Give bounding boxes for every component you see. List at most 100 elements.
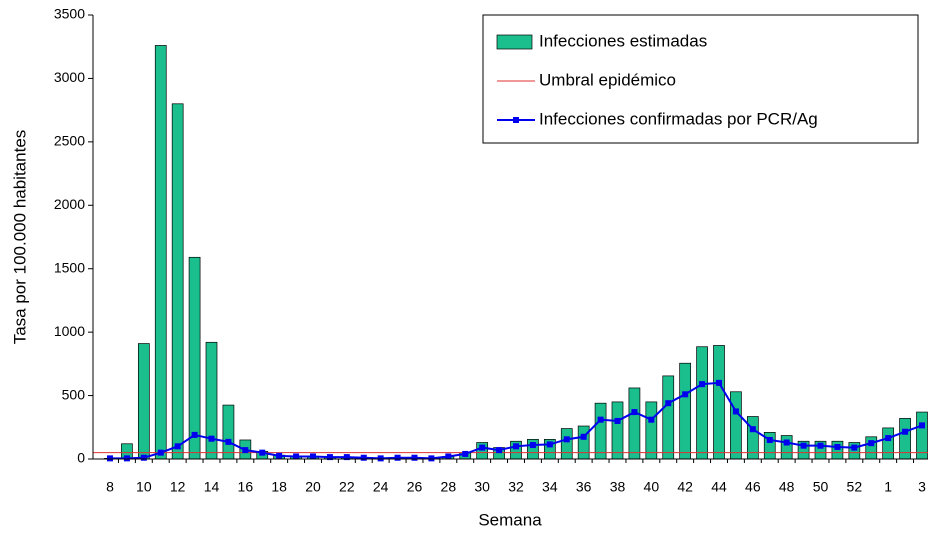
line-marker	[597, 416, 604, 423]
bar	[577, 425, 590, 460]
bar	[611, 401, 624, 460]
line-marker	[614, 417, 621, 424]
legend: Infecciones estimadas Umbral epidémico Inf…	[482, 14, 919, 144]
line-marker	[411, 454, 418, 461]
x-tick-label: 10	[136, 479, 152, 495]
x-tick-label: 40	[644, 479, 660, 495]
y-tick-label: 2000	[54, 196, 85, 212]
x-tick-label: 14	[204, 479, 220, 495]
line-marker	[665, 400, 672, 407]
line-marker	[648, 416, 655, 423]
line-marker	[428, 455, 435, 462]
x-tick-label: 28	[441, 479, 457, 495]
x-tick-label: 38	[610, 479, 626, 495]
line-marker	[208, 435, 215, 442]
x-tick-label: 18	[271, 479, 287, 495]
y-tick-label: 1500	[54, 259, 85, 275]
legend-label: Umbral epidémico	[539, 70, 676, 89]
line-marker	[377, 455, 384, 462]
line-marker	[766, 436, 773, 443]
line-marker	[563, 436, 570, 443]
bar	[831, 440, 844, 460]
bar	[645, 401, 658, 460]
line-marker	[834, 443, 841, 450]
bar	[730, 391, 742, 460]
line-marker	[174, 443, 181, 450]
line-marker	[343, 454, 350, 461]
line-marker	[783, 439, 790, 446]
bar	[916, 411, 928, 460]
bar	[713, 345, 725, 460]
line-marker	[394, 454, 401, 461]
line-marker	[123, 455, 130, 462]
x-tick-label: 1	[884, 479, 892, 495]
line-marker	[326, 454, 333, 461]
bar	[594, 402, 607, 460]
line-marker	[360, 454, 367, 461]
legend-label: Infecciones estimadas	[539, 31, 707, 50]
line-marker	[699, 381, 706, 388]
line-marker	[225, 438, 232, 445]
x-tick-label: 50	[813, 479, 829, 495]
y-tick-label: 1000	[54, 323, 85, 339]
x-tick-label: 48	[779, 479, 795, 495]
x-tick-label: 24	[373, 479, 389, 495]
bar	[560, 428, 573, 460]
line-marker	[546, 441, 553, 448]
line-marker	[919, 422, 925, 429]
x-tick-label: 32	[508, 479, 524, 495]
line-marker	[242, 447, 249, 454]
bar	[222, 404, 235, 460]
line-marker	[107, 455, 113, 462]
x-tick-label: 3	[918, 479, 926, 495]
x-tick-label: 46	[745, 479, 761, 495]
bar	[696, 346, 708, 460]
line-marker	[293, 453, 300, 460]
line-marker	[682, 391, 689, 398]
bar	[137, 343, 150, 460]
line-marker	[817, 442, 824, 449]
line-marker	[140, 454, 147, 461]
x-axis-title: Semana	[478, 510, 542, 529]
line-marker	[191, 431, 198, 438]
line-marker	[479, 444, 486, 451]
line-marker	[310, 453, 316, 460]
line-marker	[716, 379, 722, 386]
line-marker	[496, 447, 503, 454]
bar	[679, 362, 692, 460]
line-marker	[580, 433, 587, 440]
x-tick-label: 42	[677, 479, 693, 495]
line-marker	[885, 435, 892, 442]
x-tick-label: 8	[106, 479, 114, 495]
line-marker	[259, 449, 266, 456]
x-tick-label: 16	[238, 479, 254, 495]
line-marker	[732, 408, 739, 415]
legend-swatch	[496, 34, 533, 50]
bar	[154, 45, 167, 460]
y-tick-label: 3000	[54, 69, 85, 85]
bar	[865, 436, 878, 460]
line-marker	[749, 426, 756, 433]
x-tick-label: 36	[576, 479, 592, 495]
bar	[662, 375, 675, 460]
x-tick-label: 22	[339, 479, 355, 495]
y-tick-label: 2500	[54, 133, 85, 149]
line-marker	[800, 442, 807, 449]
line-marker	[513, 443, 519, 450]
x-tick-label: 20	[305, 479, 321, 495]
line-marker	[445, 453, 452, 460]
x-tick-label: 34	[542, 479, 558, 495]
line-marker	[631, 409, 638, 416]
y-tick-label: 500	[62, 386, 86, 402]
line-marker	[462, 450, 469, 457]
line-marker	[157, 449, 164, 456]
y-tick-label: 3500	[54, 6, 85, 22]
bar	[780, 435, 793, 460]
legend-box	[482, 14, 919, 144]
line-marker	[868, 440, 875, 447]
x-tick-label: 52	[847, 479, 863, 495]
x-tick-label: 26	[407, 479, 423, 495]
bar	[882, 427, 895, 460]
x-tick-label: 44	[711, 479, 727, 495]
